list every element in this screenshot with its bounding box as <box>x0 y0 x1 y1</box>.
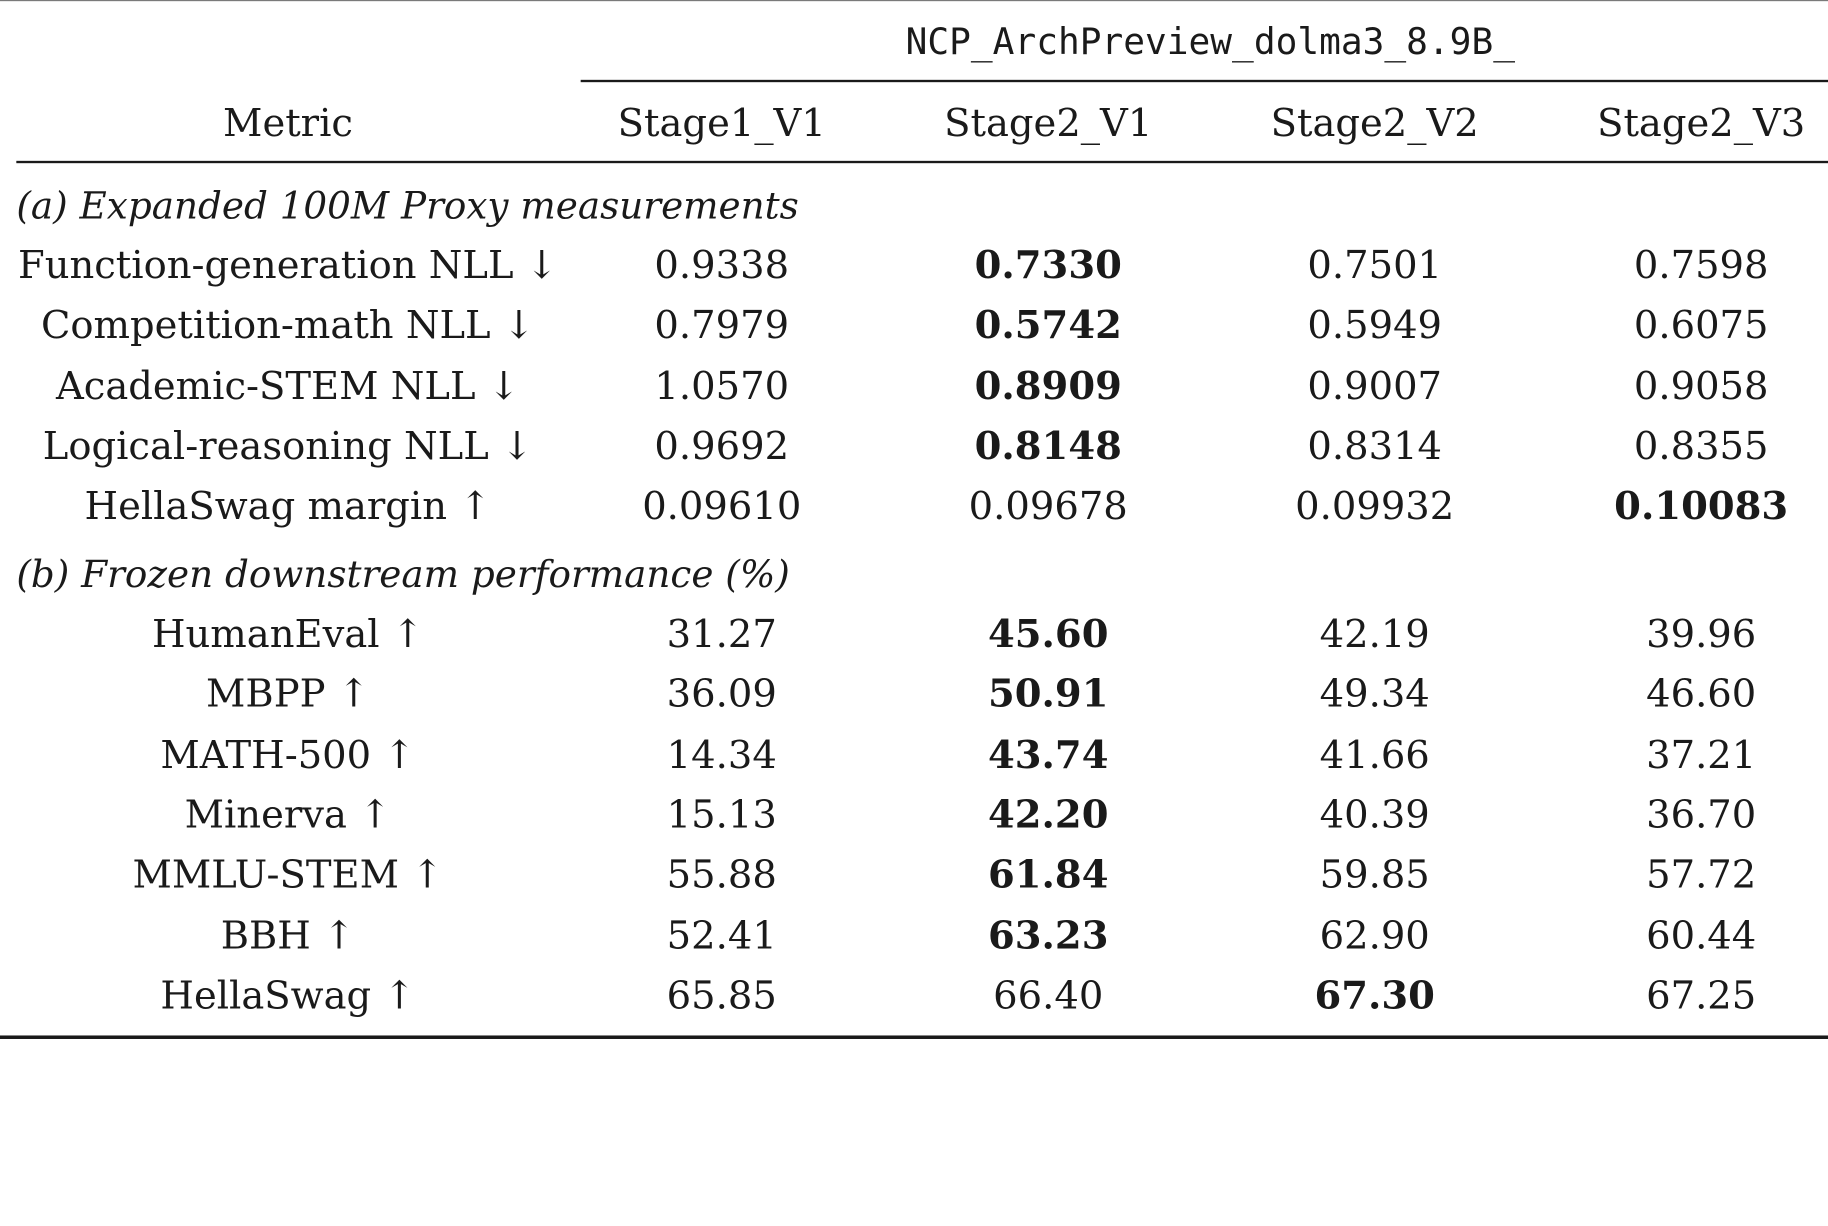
value-cell: 0.7979 <box>654 302 790 348</box>
best-value-cell: 43.74 <box>987 730 1109 777</box>
column-header-metric: Metric <box>223 99 353 146</box>
metric-label: Minerva ↑ <box>184 791 392 837</box>
metric-label: Logical-reasoning NLL ↓ <box>42 422 534 469</box>
value-cell: 66.40 <box>993 971 1104 1018</box>
value-cell: 0.09610 <box>642 482 802 529</box>
metric-label: MMLU-STEM ↑ <box>132 851 444 898</box>
value-cell: 65.85 <box>666 971 777 1018</box>
metric-label: BBH ↑ <box>220 911 356 958</box>
value-cell: 55.88 <box>666 851 777 898</box>
value-cell: 0.8314 <box>1307 422 1443 469</box>
best-value-cell: 61.84 <box>987 851 1109 898</box>
value-cell: 14.34 <box>666 730 777 777</box>
value-cell: 0.9058 <box>1633 362 1769 409</box>
metric-label: MBPP ↑ <box>206 670 370 717</box>
value-cell: 0.7598 <box>1633 241 1769 288</box>
best-value-cell: 45.60 <box>987 610 1109 657</box>
column-header-stage2-v2: Stage2_V2 <box>1270 99 1479 146</box>
metric-label: HellaSwag margin ↑ <box>84 482 492 529</box>
value-cell: 37.21 <box>1646 730 1757 777</box>
best-value-cell: 0.8148 <box>974 422 1122 469</box>
best-value-cell: 42.20 <box>987 791 1109 837</box>
column-header-stage2-v1: Stage2_V1 <box>944 99 1153 146</box>
value-cell: 52.41 <box>666 911 777 958</box>
metric-label: Competition-math NLL ↓ <box>40 302 536 348</box>
value-cell: 0.9338 <box>654 241 790 288</box>
value-cell: 0.9007 <box>1307 362 1443 409</box>
value-cell: 0.09678 <box>968 482 1128 529</box>
value-cell: 46.60 <box>1646 670 1757 717</box>
best-value-cell: 67.30 <box>1314 971 1435 1018</box>
value-cell: 0.7501 <box>1307 241 1443 288</box>
value-cell: 31.27 <box>666 610 777 657</box>
best-value-cell: 0.10083 <box>1614 482 1789 529</box>
metric-label: HellaSwag ↑ <box>160 971 416 1018</box>
value-cell: 0.5949 <box>1307 302 1443 348</box>
top-rule <box>0 0 1828 2</box>
bottom-rule <box>0 1035 1828 1039</box>
value-cell: 57.72 <box>1646 851 1757 898</box>
best-value-cell: 0.7330 <box>974 241 1122 288</box>
value-cell: 41.66 <box>1319 730 1430 777</box>
value-cell: 42.19 <box>1319 610 1430 657</box>
section-title: (a) Expanded 100M Proxy measurements <box>16 183 799 228</box>
value-cell: 0.9692 <box>654 422 790 469</box>
best-value-cell: 50.91 <box>987 670 1109 717</box>
header-rule <box>16 160 1828 164</box>
section-title: (b) Frozen downstream performance (%) <box>16 551 790 597</box>
value-cell: 67.25 <box>1646 971 1757 1018</box>
metric-label: Function-generation NLL ↓ <box>17 241 559 288</box>
group-header: NCP_ArchPreview_dolma3_8.9B_ <box>905 21 1515 64</box>
value-cell: 0.6075 <box>1633 302 1769 348</box>
value-cell: 60.44 <box>1646 911 1757 958</box>
value-cell: 1.0570 <box>654 362 790 409</box>
best-value-cell: 0.5742 <box>974 302 1122 348</box>
best-value-cell: 0.8909 <box>974 362 1122 409</box>
value-cell: 36.09 <box>666 670 777 717</box>
column-header-stage2-v3: Stage2_V3 <box>1597 99 1806 146</box>
value-cell: 15.13 <box>666 791 777 837</box>
value-cell: 59.85 <box>1319 851 1430 898</box>
column-header-stage1-v1: Stage1_V1 <box>617 99 826 146</box>
value-cell: 36.70 <box>1646 791 1757 837</box>
metric-label: HumanEval ↑ <box>151 610 425 657</box>
value-cell: 40.39 <box>1319 791 1430 837</box>
group-rule <box>580 79 1828 83</box>
value-cell: 39.96 <box>1646 610 1757 657</box>
best-value-cell: 63.23 <box>987 911 1109 958</box>
metric-label: MATH-500 ↑ <box>160 730 416 777</box>
value-cell: 62.90 <box>1319 911 1430 958</box>
value-cell: 49.34 <box>1319 670 1430 717</box>
value-cell: 0.09932 <box>1295 482 1455 529</box>
value-cell: 0.8355 <box>1633 422 1769 469</box>
metric-label: Academic-STEM NLL ↓ <box>55 362 521 409</box>
